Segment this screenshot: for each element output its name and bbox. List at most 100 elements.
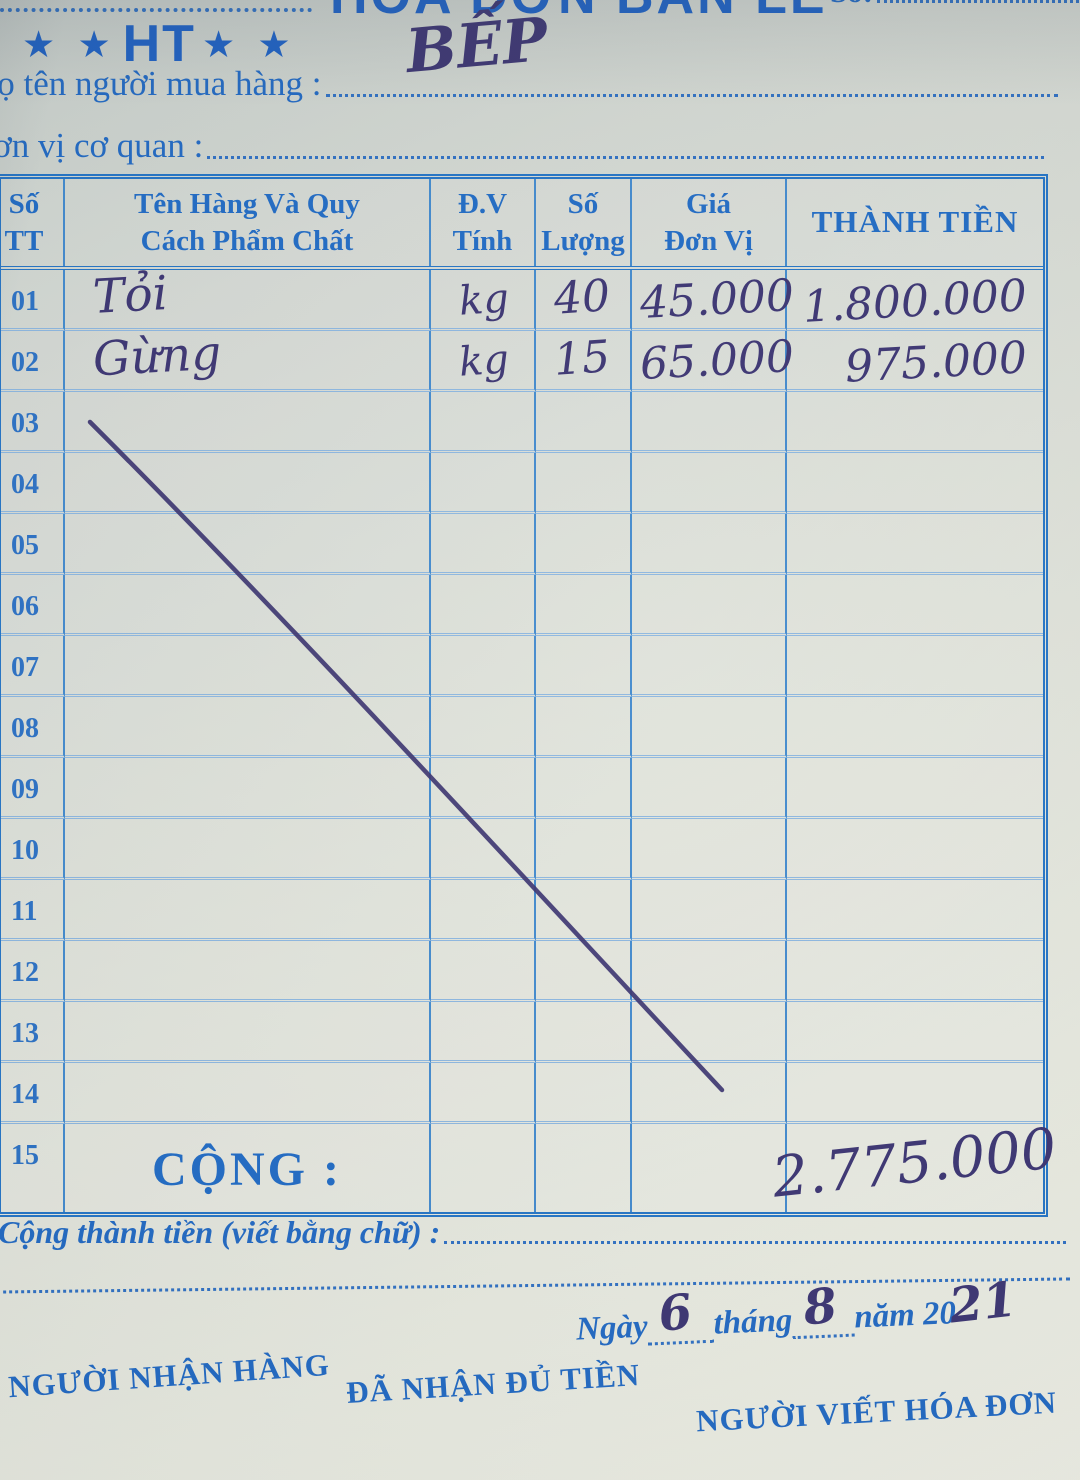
item-name-cell: Gừng (65, 326, 431, 392)
row-number-cell: 12 (1, 941, 65, 1002)
signature-paid-label: ĐÃ NHẬN ĐỦ TIỀN (345, 1357, 642, 1410)
amount-cell (787, 941, 1043, 1002)
amount-cell (787, 636, 1043, 697)
item-name-cell (65, 758, 431, 819)
item-name-cell (65, 697, 431, 758)
qty-cell (536, 453, 632, 514)
row-number-cell: 01 (1, 270, 65, 331)
item-name-cell (65, 392, 431, 453)
item-name-cell (65, 1002, 431, 1063)
unit-cell: kg (431, 270, 536, 331)
table-row: 02 Gừng kg 15 65.000 975.000 (1, 326, 1043, 393)
qty-cell (536, 819, 632, 880)
month-blank: 8 (791, 1277, 856, 1340)
amount-cell: 975.000 (787, 331, 1043, 393)
buyer-dotted-line (325, 94, 1058, 97)
star-icon: ★ ★ (201, 23, 297, 65)
row-number-cell: 05 (1, 514, 65, 575)
row-number-cell: 06 (1, 575, 65, 636)
date-line: Ngày 6 tháng 8 năm 20 21 (575, 1271, 1020, 1348)
amount-cell (787, 880, 1043, 941)
price-cell (632, 880, 787, 941)
row-number-cell: 04 (1, 453, 65, 514)
amount-in-words-line: Cộng thành tiền (viết bằng chữ) : (0, 1214, 1070, 1251)
table-row: 09 (1, 758, 1043, 819)
unit-cell (431, 1063, 536, 1124)
table-row: 11 (1, 880, 1043, 941)
table-row: 04 (1, 453, 1043, 514)
buyer-handwritten-value: BẾP (403, 4, 551, 88)
table-body: 01 Tỏi kg 40 45.000 1.800.000 02 Gừng kg… (1, 266, 1043, 1124)
table-row: 14 (1, 1063, 1043, 1124)
organization-label: Đơn vị cơ quan : (0, 126, 204, 165)
amount-cell (787, 1002, 1043, 1063)
qty-cell: 40 (536, 270, 632, 331)
qty-cell (536, 392, 632, 453)
qty-cell (536, 941, 632, 1002)
item-name-cell (65, 453, 431, 514)
year-label: năm 20 (853, 1295, 957, 1336)
item-name-cell (65, 575, 431, 636)
price-cell (632, 1002, 787, 1063)
qty-cell (536, 758, 632, 819)
item-name-cell (65, 636, 431, 697)
row-number-cell: 02 (1, 331, 65, 392)
day-label: Ngày (575, 1308, 649, 1348)
unit-cell (431, 1002, 536, 1063)
item-name-cell (65, 880, 431, 941)
star-icon: ★ ★ (22, 23, 117, 65)
price-cell (632, 758, 787, 819)
items-table: Số TT Tên Hàng Và Quy Cách Phẩm Chất Đ.V… (0, 174, 1060, 1217)
serial-label: Số: (830, 0, 873, 10)
table-row: 05 (1, 514, 1043, 575)
header-cell-stt: Số TT (0, 179, 65, 266)
header-cell-name: Tên Hàng Và Quy Cách Phẩm Chất (65, 179, 431, 266)
unit-cell: kg (431, 331, 536, 392)
amount-cell (787, 758, 1043, 819)
row-number-cell: 03 (1, 392, 65, 453)
day-handwritten: 6 (655, 1283, 696, 1344)
logo-text: HT (122, 15, 196, 73)
price-cell (632, 453, 787, 514)
unit-cell (431, 880, 536, 941)
row-number-cell: 10 (1, 819, 65, 880)
qty-cell (536, 880, 632, 941)
qty-cell (536, 514, 632, 575)
total-row: 15 CỘNG : 2.775.000 (1, 1116, 1060, 1212)
unit-cell (431, 636, 536, 697)
amount-cell (787, 819, 1043, 880)
price-cell (632, 575, 787, 636)
serial-line: Số: (830, 0, 1080, 10)
brand-logo: ★ ★ HT ★ ★ (22, 18, 297, 70)
unit-cell (431, 514, 536, 575)
amount-in-words-label: Cộng thành tiền (viết bằng chữ) : (0, 1214, 441, 1250)
signature-receiver-label: NGƯỜI NHẬN HÀNG (7, 1346, 331, 1405)
row-number-cell: 11 (1, 880, 65, 941)
month-handwritten: 8 (800, 1277, 841, 1337)
buyer-line: Họ tên người mua hàng : (0, 64, 1062, 104)
signature-writer-label: NGƯỜI VIẾT HÓA ĐƠN (695, 1384, 1058, 1439)
row-number-cell: 07 (1, 636, 65, 697)
total-amount-cell: 2.775.000 (769, 1116, 1059, 1212)
table-row: 06 (1, 575, 1043, 636)
price-cell (632, 636, 787, 697)
header-cell-unit: Đ.V Tính (431, 179, 536, 266)
price-cell (632, 392, 787, 453)
unit-cell (431, 819, 536, 880)
total-label-cell: CỘNG : (65, 1124, 431, 1212)
amount-in-words-dots (444, 1241, 1066, 1244)
organization-dotted-line (207, 156, 1044, 159)
price-cell (632, 697, 787, 758)
qty-cell: 15 (536, 331, 632, 392)
table-row: 03 (1, 392, 1043, 453)
header-cell-amount: THÀNH TIỀN (811, 204, 1019, 240)
month-label: tháng (712, 1302, 794, 1342)
row-number-cell: 09 (1, 758, 65, 819)
item-name-cell (65, 514, 431, 575)
price-cell: 65.000 (632, 331, 795, 392)
item-name-cell: Tỏi (65, 266, 431, 331)
price-cell (632, 1063, 787, 1124)
qty-cell (536, 1063, 632, 1124)
unit-cell (431, 453, 536, 514)
